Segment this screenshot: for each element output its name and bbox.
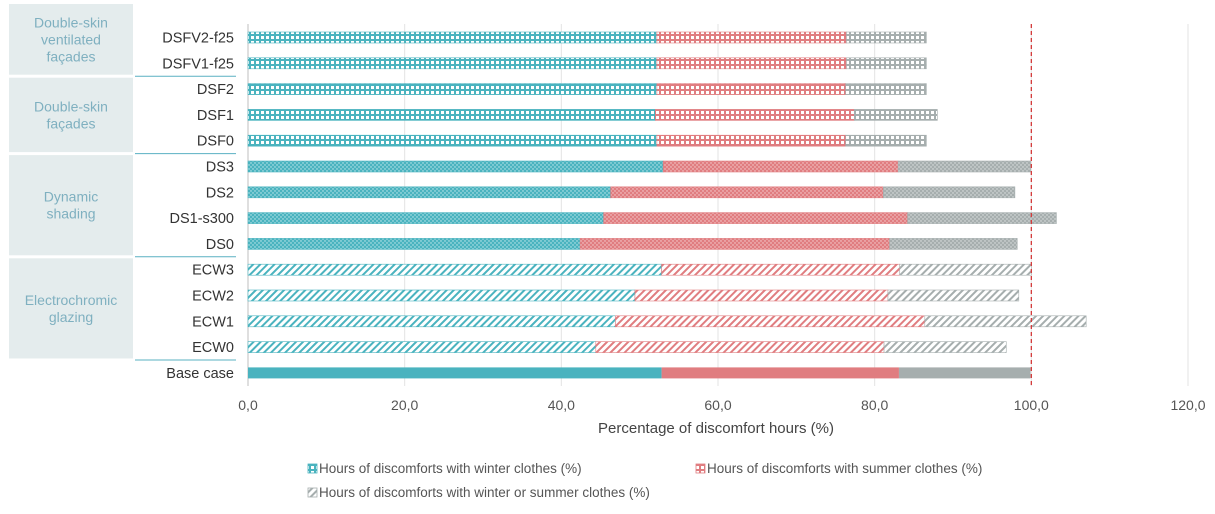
- bar-segment-summer: [656, 83, 846, 95]
- bar-segment-summer: [579, 238, 890, 250]
- bar-segment-winter: [248, 367, 662, 379]
- bar-segment-summer: [661, 263, 901, 276]
- category-label: ECW0: [192, 340, 234, 356]
- bar-segment-winter: [247, 238, 581, 250]
- x-axis-tick-labels: 0,0 20,0 40,0 60,0 80,0 100,0 120,0: [238, 397, 1205, 413]
- bar-segment-summer: [603, 212, 908, 224]
- bar-segment-summer: [615, 315, 926, 328]
- bar-segment-either: [924, 315, 1087, 328]
- bar-segment-winter: [247, 134, 658, 147]
- bar-segment-summer: [656, 134, 846, 147]
- group-label: Double-skin: [34, 14, 108, 30]
- group-label: Electrochromic: [25, 292, 118, 308]
- bar-segment-either: [853, 109, 938, 121]
- bar-segment-winter: [247, 263, 662, 276]
- category-label: DS2: [206, 185, 234, 201]
- bar-segment-winter: [247, 31, 658, 44]
- group-label: Double-skin: [34, 98, 108, 114]
- bar-segment-either: [883, 341, 1007, 353]
- bar-segment-either: [882, 186, 1016, 199]
- bar-segment-summer: [661, 367, 899, 379]
- group-panel: [9, 155, 133, 256]
- group-label: façades: [46, 48, 95, 64]
- bar-segment-either: [845, 83, 927, 95]
- bar-segment-summer: [656, 57, 847, 70]
- legend-label-either: Hours of discomforts with winter or summ…: [319, 485, 650, 500]
- bar-segment-winter: [247, 341, 597, 353]
- group-panel: [9, 258, 133, 359]
- category-label: DSF2: [197, 82, 234, 98]
- bar-segment-either: [889, 238, 1018, 250]
- x-tick-label: 20,0: [391, 397, 418, 413]
- bar-segment-winter: [247, 83, 658, 95]
- category-label: DSF1: [197, 108, 234, 124]
- x-tick-label: 120,0: [1170, 397, 1205, 413]
- category-label: DS3: [206, 160, 234, 176]
- category-label: DS1-s300: [170, 211, 234, 227]
- group-label: shading: [46, 206, 95, 222]
- bar-segment-summer: [662, 160, 899, 173]
- bar-segment-either: [846, 31, 927, 44]
- group-panel: [9, 77, 133, 153]
- bar-segment-either: [845, 134, 927, 147]
- bar-segment-winter: [247, 109, 656, 121]
- bar-segment-either: [887, 289, 1020, 302]
- x-tick-label: 60,0: [704, 397, 731, 413]
- category-label: ECW2: [192, 289, 234, 305]
- bar-segment-winter: [247, 160, 664, 173]
- bar-segment-either: [899, 263, 1032, 276]
- group-panel: [9, 4, 133, 75]
- group-label: ventilated: [41, 31, 101, 47]
- x-axis-title: Percentage of discomfort hours (%): [598, 420, 834, 437]
- category-label: DSF0: [197, 134, 234, 150]
- category-group-panels: Double-skinventilatedfaçadesDouble-skinf…: [9, 4, 236, 361]
- category-label: ECW3: [192, 263, 234, 279]
- x-tick-label: 80,0: [861, 397, 888, 413]
- legend-swatch-winter: [307, 463, 318, 474]
- bar-segment-either: [898, 367, 1031, 379]
- bar-segment-summer: [655, 109, 855, 121]
- vertical-gridlines: [247, 24, 1189, 386]
- bar-segment-summer: [610, 186, 884, 199]
- bar-segment-summer: [634, 289, 889, 302]
- bar-segment-either: [897, 160, 1031, 173]
- group-label: Dynamic: [44, 189, 98, 205]
- stacked-bars: [247, 31, 1087, 379]
- x-tick-label: 40,0: [548, 397, 575, 413]
- bar-segment-either: [846, 57, 927, 70]
- bar-segment-winter: [247, 186, 611, 199]
- bar-segment-winter: [247, 289, 636, 302]
- x-tick-label: 100,0: [1014, 397, 1049, 413]
- bar-segment-winter: [247, 57, 658, 70]
- y-axis-category-labels: DSFV2-f25 DSFV1-f25 DSF2 DSF1 DSF0 DS3 DS2 DS1-…: [162, 31, 234, 382]
- category-label: Base case: [166, 366, 234, 382]
- bar-segment-summer: [595, 341, 885, 353]
- category-label: DS0: [206, 237, 234, 253]
- category-label: DSFV1-f25: [162, 56, 234, 72]
- bar-segment-winter: [247, 315, 616, 328]
- bar-segment-summer: [656, 31, 847, 44]
- legend-label-summer: Hours of discomforts with summer clothes…: [707, 461, 982, 476]
- category-label: DSFV2-f25: [162, 31, 234, 47]
- legend-label-winter: Hours of discomforts with winter clothes…: [319, 461, 582, 476]
- legend-swatch-either: [307, 487, 318, 498]
- legend-swatch-summer: [695, 463, 706, 474]
- legend: Hours of discomforts with winter clothes…: [307, 461, 982, 500]
- bar-segment-either: [907, 212, 1057, 224]
- group-label: glazing: [49, 309, 93, 325]
- group-label: façades: [46, 115, 95, 131]
- category-label: ECW1: [192, 314, 234, 330]
- x-tick-label: 0,0: [238, 397, 258, 413]
- bar-segment-winter: [247, 212, 604, 224]
